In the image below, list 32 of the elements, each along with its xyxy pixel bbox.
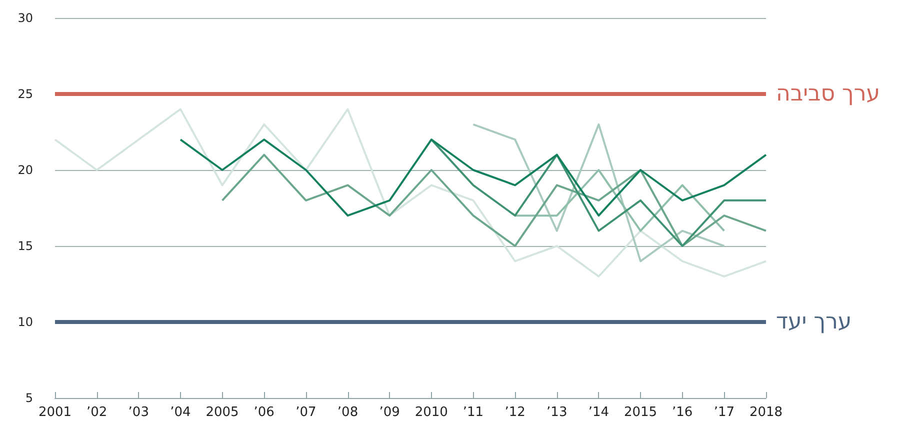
x-tick-label: 2005 [206, 405, 239, 420]
line-series [179, 138, 767, 217]
x-tick-label: ’02 [86, 405, 108, 420]
line-series [54, 108, 767, 278]
line-series [430, 138, 767, 247]
x-tick-label: ’13 [546, 405, 568, 420]
x-tick-label: ’12 [504, 405, 526, 420]
y-tick-label: 25 [18, 87, 33, 101]
y-tick-label: 20 [18, 163, 33, 177]
line-series [221, 154, 767, 247]
x-tick-label: ’14 [588, 405, 610, 420]
x-tick-label: ’06 [254, 405, 274, 420]
x-tick-label: 2015 [624, 405, 658, 420]
y-tick-label: 30 [18, 11, 33, 25]
x-tick-label: ’11 [462, 405, 484, 420]
y-tick-label: 15 [18, 239, 33, 253]
x-tick-label: 2001 [38, 405, 72, 420]
x-tick-label: ’03 [128, 405, 149, 420]
x-tick-label: ’07 [296, 405, 316, 420]
x-tick-label: 2010 [414, 405, 448, 420]
x-tick-label: 2018 [749, 405, 783, 420]
ref-line-label: ערך סביבה [776, 82, 880, 106]
line-series [514, 169, 726, 232]
x-tick-label: ’04 [170, 405, 191, 420]
x-tick-label: ’09 [379, 405, 400, 420]
ref-line-label: ערך יעד [776, 310, 852, 334]
x-tick-label: ’16 [672, 405, 693, 420]
y-tick-label: 10 [18, 315, 33, 329]
y-tick-label: 5 [25, 391, 33, 405]
line-series [472, 123, 726, 262]
x-tick-label: ’17 [714, 405, 735, 420]
x-tick-label: ’08 [337, 405, 358, 420]
